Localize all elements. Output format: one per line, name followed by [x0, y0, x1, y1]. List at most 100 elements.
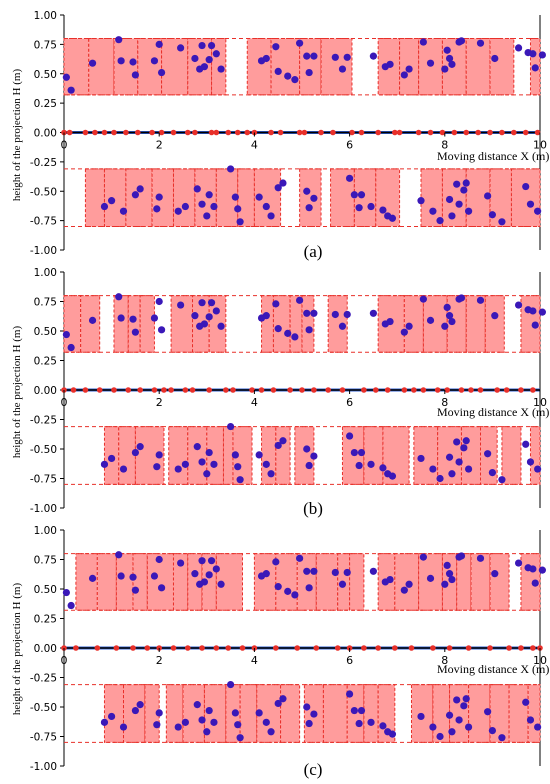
ground-marker	[375, 645, 381, 651]
vegetation-point-upper	[177, 559, 185, 567]
vegetation-point-lower	[255, 193, 263, 201]
ground-marker	[184, 645, 191, 651]
vegetation-point-lower	[203, 728, 211, 736]
vegetation-point-upper	[67, 601, 75, 610]
y-tick-label: 0.50	[34, 326, 57, 338]
vegetation-point-lower	[119, 207, 128, 215]
vegetation-point-upper	[62, 73, 70, 81]
vegetation-point-lower	[274, 699, 282, 708]
vegetation-point-lower	[231, 193, 239, 201]
vegetation-point-lower	[305, 719, 313, 728]
vegetation-point-upper	[205, 571, 213, 579]
projection-rect-upper	[320, 38, 353, 96]
projection-rect-lower	[322, 684, 348, 743]
ground-marker	[234, 129, 241, 136]
projection-rect-lower	[353, 168, 377, 228]
ground-marker	[530, 387, 536, 393]
y-tick-label: -0.75	[30, 216, 57, 228]
vegetation-point-lower	[355, 204, 363, 212]
ground-marker	[475, 129, 481, 136]
vegetation-point-upper	[426, 574, 435, 582]
vegetation-point-upper	[531, 321, 539, 329]
vegetation-point-lower	[231, 709, 239, 717]
vegetation-point-upper	[419, 295, 427, 303]
vegetation-point-lower	[234, 721, 242, 729]
vegetation-point-lower	[108, 454, 116, 463]
vegetation-point-upper	[177, 301, 185, 309]
vegetation-point-upper	[310, 567, 318, 575]
vegetation-point-upper	[115, 293, 123, 301]
projection-rect-lower	[363, 426, 384, 485]
vegetation-point-lower	[367, 460, 375, 468]
projection-rect-upper	[75, 553, 98, 611]
vegetation-point-lower	[350, 191, 358, 199]
x-tick-label: 2	[156, 396, 163, 409]
ground-marker	[161, 387, 167, 393]
vegetation-point-upper	[400, 328, 408, 336]
vegetation-point-lower	[267, 470, 275, 478]
vegetation-point-upper	[331, 53, 339, 61]
ground-marker	[487, 645, 493, 651]
vegetation-point-upper	[400, 71, 408, 79]
vegetation-point-lower	[429, 207, 437, 215]
vegetation-point-lower	[453, 438, 461, 446]
ground-marker	[430, 645, 436, 651]
vegetation-point-lower	[205, 191, 213, 199]
vegetation-point-upper	[419, 553, 427, 561]
x-tick-label: 6	[346, 396, 353, 409]
y-tick-label: 0.00	[34, 385, 57, 397]
vegetation-point-lower	[445, 195, 454, 204]
vegetation-point-upper	[117, 57, 125, 65]
projection-rect-lower	[165, 684, 184, 743]
vegetation-point-upper	[441, 322, 449, 330]
vegetation-point-lower	[279, 179, 287, 187]
vegetation-point-upper	[305, 326, 313, 334]
vegetation-point-lower	[445, 453, 454, 461]
x-tick-label: 4	[251, 396, 258, 409]
projection-rect-upper	[246, 38, 272, 96]
vegetation-point-lower	[205, 448, 213, 457]
vegetation-point-upper	[491, 570, 499, 578]
vegetation-point-lower	[198, 458, 206, 466]
ground-marker	[506, 645, 512, 651]
vegetation-point-upper	[150, 314, 159, 322]
ground-marker	[499, 129, 505, 136]
vegetation-point-upper	[296, 39, 304, 47]
projection-rect-upper	[96, 553, 117, 611]
vegetation-point-lower	[234, 463, 242, 471]
ground-marker	[518, 645, 524, 651]
vegetation-point-lower	[100, 460, 109, 468]
vegetation-point-upper	[88, 316, 97, 324]
ground-marker	[182, 387, 189, 393]
y-tick-label: 0.50	[34, 69, 57, 81]
vegetation-point-upper	[274, 325, 282, 333]
ground-marker	[244, 129, 251, 136]
ground-marker	[408, 645, 415, 651]
caption-c: (c)	[304, 760, 323, 779]
ground-marker	[82, 387, 89, 393]
y-tick-label: 0.75	[34, 555, 57, 567]
vegetation-point-lower	[310, 194, 318, 202]
y-tick-label: -0.75	[30, 732, 57, 744]
projection-rect-upper	[484, 295, 505, 353]
projection-rect-upper	[80, 295, 101, 353]
vegetation-point-upper	[291, 333, 299, 341]
vegetation-point-upper	[338, 580, 347, 588]
ground-marker	[223, 387, 229, 393]
vegetation-point-lower	[534, 465, 542, 473]
ground-marker	[396, 129, 403, 136]
vegetation-point-lower	[448, 470, 456, 478]
vegetation-point-lower	[429, 723, 437, 731]
ground-marker	[477, 387, 484, 393]
vegetation-point-upper	[207, 299, 216, 307]
vegetation-point-upper	[129, 573, 137, 581]
vegetation-point-upper	[117, 314, 125, 322]
vegetation-point-upper	[531, 579, 539, 587]
vegetation-point-lower	[155, 451, 163, 459]
vegetation-point-upper	[291, 591, 299, 599]
vegetation-point-upper	[457, 294, 466, 302]
ground-marker	[134, 129, 141, 136]
ground-marker	[111, 387, 117, 393]
ground-marker	[273, 645, 279, 651]
ground-marker	[92, 129, 98, 136]
